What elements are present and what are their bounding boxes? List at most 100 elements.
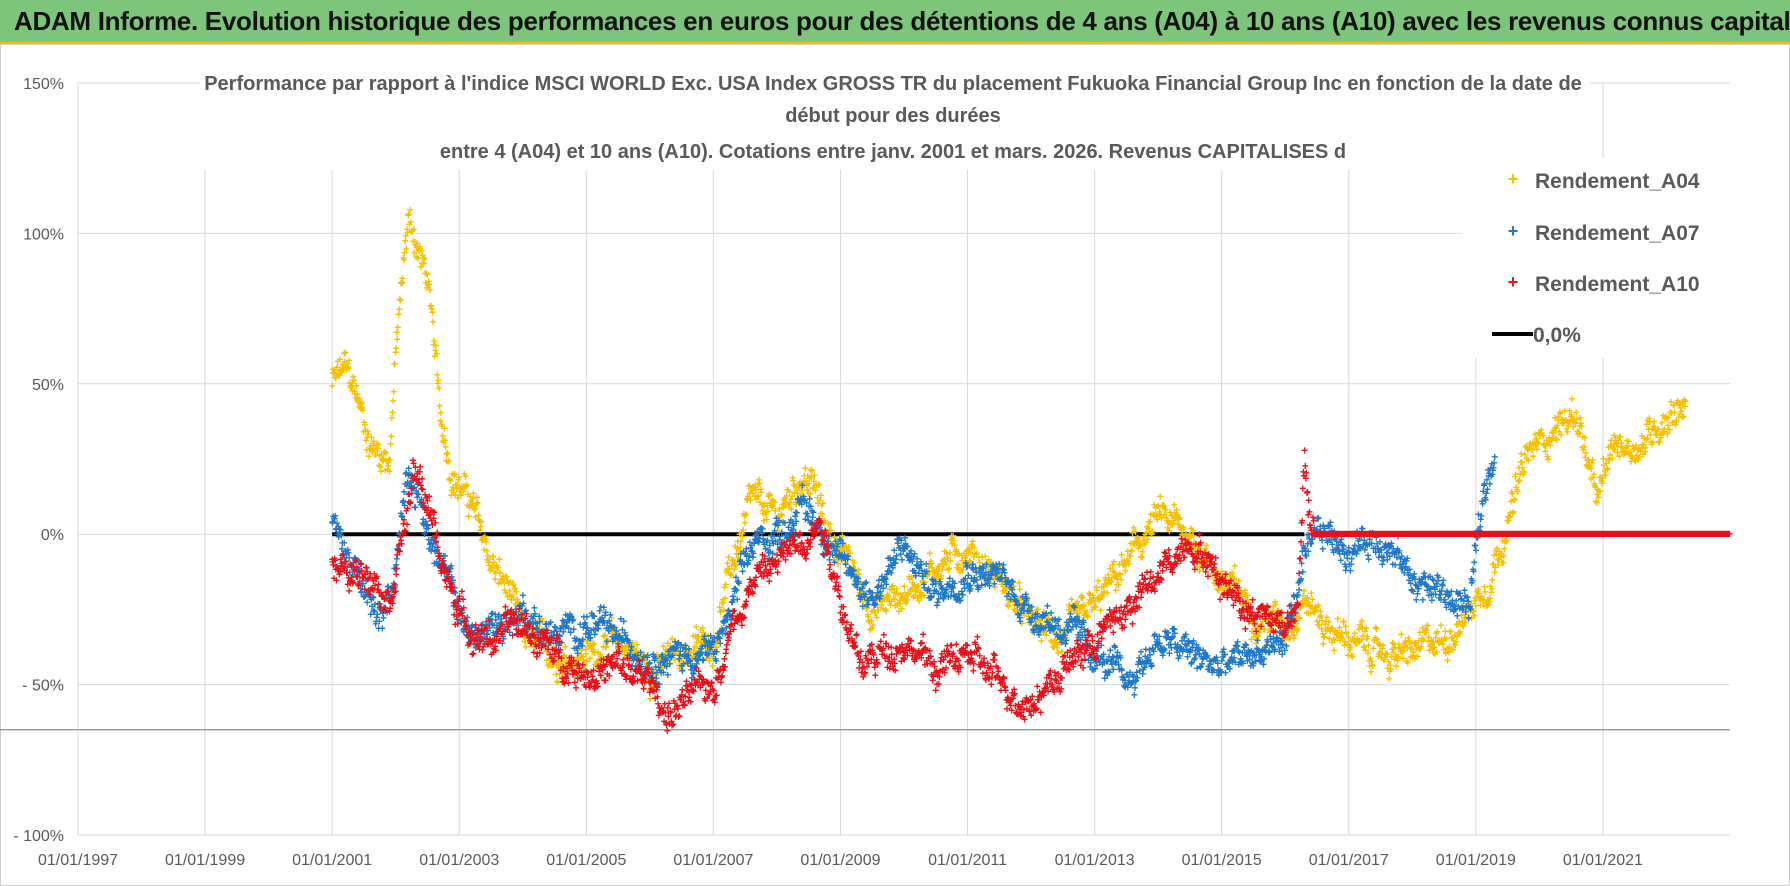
data-point: + bbox=[1521, 466, 1528, 480]
data-point: + bbox=[371, 448, 378, 462]
data-point: + bbox=[433, 347, 440, 361]
data-point: + bbox=[465, 510, 472, 524]
data-point: + bbox=[766, 489, 773, 503]
data-point: + bbox=[853, 565, 860, 579]
data-point: + bbox=[744, 489, 751, 503]
data-point: + bbox=[686, 647, 693, 661]
data-point: + bbox=[761, 497, 768, 511]
data-point: + bbox=[473, 497, 480, 511]
data-point: + bbox=[769, 493, 776, 507]
data-point: + bbox=[580, 657, 587, 671]
data-point: + bbox=[748, 482, 755, 496]
data-point: + bbox=[560, 650, 567, 664]
data-point: + bbox=[645, 674, 652, 688]
data-point: + bbox=[771, 495, 778, 509]
data-point: + bbox=[840, 538, 847, 552]
data-point: + bbox=[485, 556, 492, 570]
data-point: + bbox=[680, 657, 687, 671]
data-point: + bbox=[569, 656, 576, 670]
data-point: + bbox=[667, 657, 674, 671]
data-point: + bbox=[540, 627, 547, 641]
data-point: + bbox=[568, 651, 575, 665]
data-point: + bbox=[434, 377, 441, 391]
data-point: + bbox=[670, 648, 677, 662]
data-point: + bbox=[571, 653, 578, 667]
data-point: + bbox=[335, 366, 342, 380]
data-point: + bbox=[420, 251, 427, 265]
data-point: + bbox=[471, 503, 478, 517]
data-point: + bbox=[647, 692, 654, 706]
data-point: + bbox=[470, 486, 477, 500]
data-point: + bbox=[484, 549, 491, 563]
data-point: + bbox=[770, 494, 777, 508]
data-point: + bbox=[595, 659, 602, 673]
data-point: + bbox=[727, 568, 734, 582]
data-point: + bbox=[605, 623, 612, 637]
data-point: + bbox=[509, 576, 516, 590]
data-point: + bbox=[821, 514, 828, 528]
data-point: + bbox=[379, 454, 386, 468]
data-point: + bbox=[790, 474, 797, 488]
data-point: + bbox=[417, 242, 424, 256]
data-point: + bbox=[789, 471, 796, 485]
data-point: + bbox=[743, 508, 750, 522]
data-point: + bbox=[614, 629, 621, 643]
data-point: + bbox=[553, 659, 560, 673]
data-point: + bbox=[496, 553, 503, 567]
data-point: + bbox=[488, 561, 495, 575]
data-point: + bbox=[798, 481, 805, 495]
data-point: + bbox=[619, 641, 626, 655]
data-point: + bbox=[545, 658, 552, 672]
data-point: + bbox=[628, 654, 635, 668]
data-point: + bbox=[633, 638, 640, 652]
data-point: + bbox=[833, 551, 840, 565]
data-point: + bbox=[443, 454, 450, 468]
data-point: + bbox=[500, 574, 507, 588]
data-point: + bbox=[494, 561, 501, 575]
data-point: + bbox=[822, 524, 829, 538]
data-point: + bbox=[609, 626, 616, 640]
data-point: + bbox=[390, 385, 397, 399]
data-point: + bbox=[718, 622, 725, 636]
data-point: + bbox=[350, 374, 357, 388]
data-point: + bbox=[425, 278, 432, 292]
data-point: + bbox=[533, 633, 540, 647]
data-point: + bbox=[837, 544, 844, 558]
data-point: + bbox=[874, 593, 881, 607]
data-point: + bbox=[446, 473, 453, 487]
data-point: + bbox=[713, 688, 720, 702]
data-point: + bbox=[413, 250, 420, 264]
data-point: + bbox=[519, 623, 526, 637]
data-point: + bbox=[655, 655, 662, 669]
data-point: + bbox=[726, 566, 733, 580]
data-point: + bbox=[728, 568, 735, 582]
data-point: + bbox=[838, 545, 845, 559]
data-point: + bbox=[742, 508, 749, 522]
data-point: + bbox=[591, 637, 598, 651]
data-point: + bbox=[554, 674, 561, 688]
data-point: + bbox=[776, 502, 783, 516]
data-point: + bbox=[863, 602, 870, 616]
data-point: + bbox=[717, 605, 724, 619]
data-point: + bbox=[480, 531, 487, 545]
data-point: + bbox=[554, 675, 561, 689]
data-point: + bbox=[422, 267, 429, 281]
data-point: + bbox=[699, 630, 706, 644]
data-point: + bbox=[373, 439, 380, 453]
data-point: + bbox=[483, 535, 490, 549]
data-point: + bbox=[463, 480, 470, 494]
data-point: + bbox=[813, 478, 820, 492]
data-point: + bbox=[529, 614, 536, 628]
data-point: + bbox=[750, 480, 757, 494]
data-point: + bbox=[518, 613, 525, 627]
data-point: + bbox=[384, 463, 391, 477]
data-point: + bbox=[389, 406, 396, 420]
data-point: + bbox=[575, 662, 582, 676]
data-point: + bbox=[405, 209, 412, 223]
data-point: + bbox=[777, 514, 784, 528]
data-point: + bbox=[577, 648, 584, 662]
data-point: + bbox=[697, 635, 704, 649]
data-point: + bbox=[513, 599, 520, 613]
data-point: + bbox=[432, 338, 439, 352]
data-point: + bbox=[447, 474, 454, 488]
